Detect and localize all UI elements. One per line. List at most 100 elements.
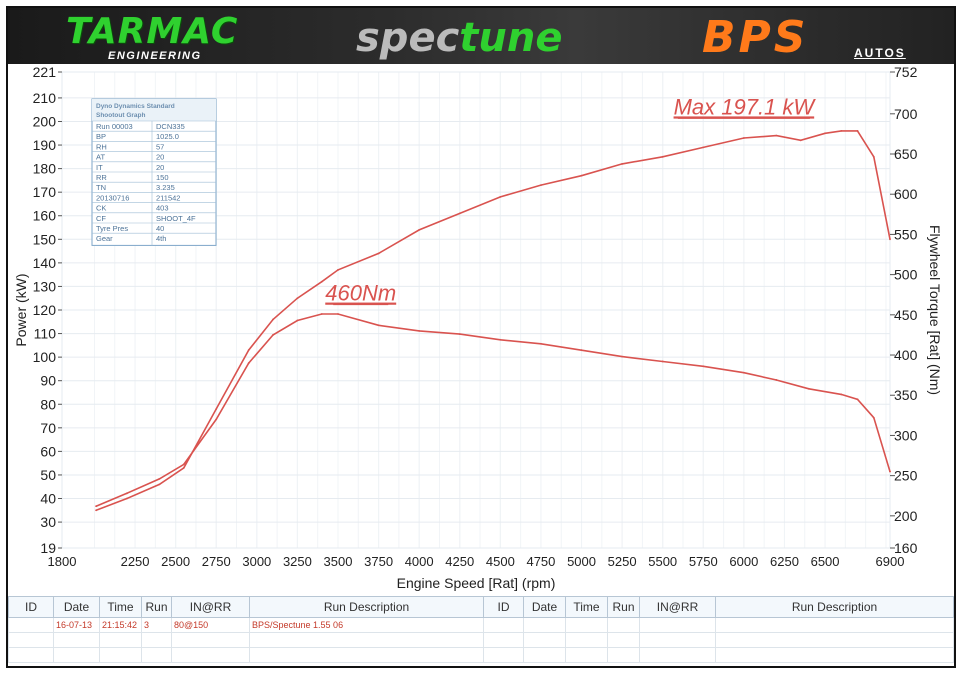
run-table-cell bbox=[523, 617, 566, 633]
y-right-tick-label: 200 bbox=[894, 508, 918, 524]
run-table-header-cell: ID bbox=[483, 596, 524, 618]
run-table-body: 16-07-13 21:15:42 3 80@150 BPS/Spectune 1.55… bbox=[8, 617, 954, 663]
data-point bbox=[296, 297, 299, 300]
run-table-cell bbox=[483, 647, 524, 663]
data-point bbox=[840, 393, 843, 396]
data-point bbox=[872, 155, 875, 158]
x-tick-label: 4000 bbox=[405, 554, 434, 569]
data-point bbox=[377, 252, 380, 255]
chart-lines bbox=[95, 130, 891, 512]
run-table-cell bbox=[141, 647, 172, 663]
y-right-tick-label: 300 bbox=[894, 427, 918, 443]
run-table-cell bbox=[565, 617, 608, 633]
x-tick-label: 6500 bbox=[811, 554, 840, 569]
y-left-tick-label: 40 bbox=[40, 491, 56, 507]
info-box-key: Tyre Pres bbox=[96, 224, 128, 233]
dyno-chart: 1800 2250 2500 2750 3000 3250 3500 3750 4000 4250… bbox=[13, 64, 943, 591]
tarmac-logo-subtitle: ENGINEERING bbox=[108, 50, 202, 62]
y-left-tick-label: 50 bbox=[40, 467, 56, 483]
data-point bbox=[126, 492, 128, 495]
data-point bbox=[272, 318, 274, 321]
data-point bbox=[742, 137, 745, 139]
run-table-header-cell: Run bbox=[141, 596, 172, 618]
y-left-tick-label: 170 bbox=[33, 184, 57, 200]
spectune-logo-spec: spec bbox=[356, 15, 460, 61]
run-table-header-cell: Run bbox=[607, 596, 640, 618]
y-left-tick-label: 200 bbox=[33, 113, 57, 129]
bps-logo: BPS bbox=[702, 12, 809, 63]
info-box-key: Gear bbox=[96, 234, 113, 243]
info-box-value: 20 bbox=[156, 153, 164, 162]
x-tick-label: 2500 bbox=[161, 554, 190, 569]
info-box-key: CF bbox=[96, 214, 106, 223]
run-table-cell: 80@150 bbox=[171, 617, 250, 633]
run-table-row bbox=[8, 632, 954, 648]
x-tick-label: 3250 bbox=[283, 554, 312, 569]
y-right-tick-label: 400 bbox=[894, 347, 918, 363]
data-point bbox=[661, 360, 664, 363]
header-banner: TARMAC ENGINEERING spectune BPS AUTOS bbox=[8, 8, 954, 64]
run-table-header-cell: IN@RR bbox=[171, 596, 250, 618]
x-tick-label: 3000 bbox=[242, 554, 271, 569]
info-box-value: 1025.0 bbox=[156, 132, 179, 141]
x-tick-label: 5500 bbox=[648, 554, 677, 569]
y-right-tick-label: 650 bbox=[894, 146, 918, 162]
info-box-value: SHOOT_4F bbox=[156, 214, 196, 223]
x-tick-label: 4500 bbox=[486, 554, 515, 569]
info-box-key: AT bbox=[96, 153, 105, 162]
x-tick-label: 4750 bbox=[526, 554, 555, 569]
run-table-cell bbox=[141, 632, 172, 648]
run-table-header-cell: ID bbox=[8, 596, 54, 618]
data-point bbox=[458, 333, 461, 336]
run-table-cell bbox=[483, 617, 524, 633]
y-left-tick-label: 70 bbox=[40, 420, 56, 436]
run-table-cell bbox=[565, 647, 608, 663]
data-point bbox=[320, 280, 323, 283]
annotation-label: Max 197.1 kW bbox=[674, 94, 817, 119]
y-left-tick-label: 110 bbox=[34, 326, 57, 342]
y-left-tick-label: 180 bbox=[33, 161, 57, 177]
x-tick-label: 3750 bbox=[364, 554, 393, 569]
chart-annotations: Max 197.1 kW 460Nm bbox=[325, 94, 816, 305]
run-table-cell: 21:15:42 bbox=[99, 617, 142, 633]
run-table-cell: BPS/Spectune 1.55 06 bbox=[249, 617, 484, 633]
data-point bbox=[126, 497, 128, 500]
data-point bbox=[182, 463, 185, 466]
info-box-value: 4th bbox=[156, 234, 166, 243]
run-table-cell bbox=[171, 647, 250, 663]
y-left-tick-label: 120 bbox=[33, 302, 57, 318]
data-point bbox=[702, 146, 705, 149]
data-point bbox=[272, 334, 274, 336]
y-left-tick-label: 19 bbox=[40, 540, 56, 556]
run-table-cell bbox=[607, 617, 640, 633]
run-table-header-cell: IN@RR bbox=[639, 596, 716, 618]
run-table-cell bbox=[639, 632, 716, 648]
run-table-header-cell: Date bbox=[53, 596, 100, 618]
y-right-tick-label: 752 bbox=[894, 64, 918, 80]
run-table-header-cell: Run Description bbox=[249, 596, 484, 618]
y-right-tick-label: 700 bbox=[894, 106, 918, 122]
run-table-cell bbox=[483, 632, 524, 648]
data-point bbox=[158, 483, 161, 486]
run-table-cell: 16-07-13 bbox=[53, 617, 100, 633]
data-point bbox=[661, 155, 664, 158]
y-right-tick-label: 600 bbox=[894, 186, 918, 202]
info-box-key: CK bbox=[96, 204, 106, 213]
run-table-cell bbox=[607, 647, 640, 663]
data-point bbox=[247, 362, 250, 364]
data-point bbox=[215, 408, 218, 410]
run-table-header-cell: Time bbox=[565, 596, 608, 618]
info-box-key: 20130716 bbox=[96, 193, 129, 202]
y-left-tick-label: 210 bbox=[33, 90, 57, 106]
data-point bbox=[337, 269, 339, 271]
y-right-tick-label: 350 bbox=[894, 387, 918, 403]
y-axis-label-left: Power (kW) bbox=[13, 273, 29, 346]
info-box-value: 150 bbox=[156, 173, 169, 182]
dyno-info-box: Dyno Dynamics Standard Shootout Graph Run … bbox=[91, 98, 217, 246]
y-left-tick-label: 60 bbox=[40, 443, 56, 459]
data-point bbox=[540, 342, 542, 345]
run-table-cell bbox=[607, 632, 640, 648]
data-point bbox=[540, 184, 542, 187]
run-table-cell bbox=[8, 617, 54, 633]
data-point bbox=[499, 195, 502, 198]
